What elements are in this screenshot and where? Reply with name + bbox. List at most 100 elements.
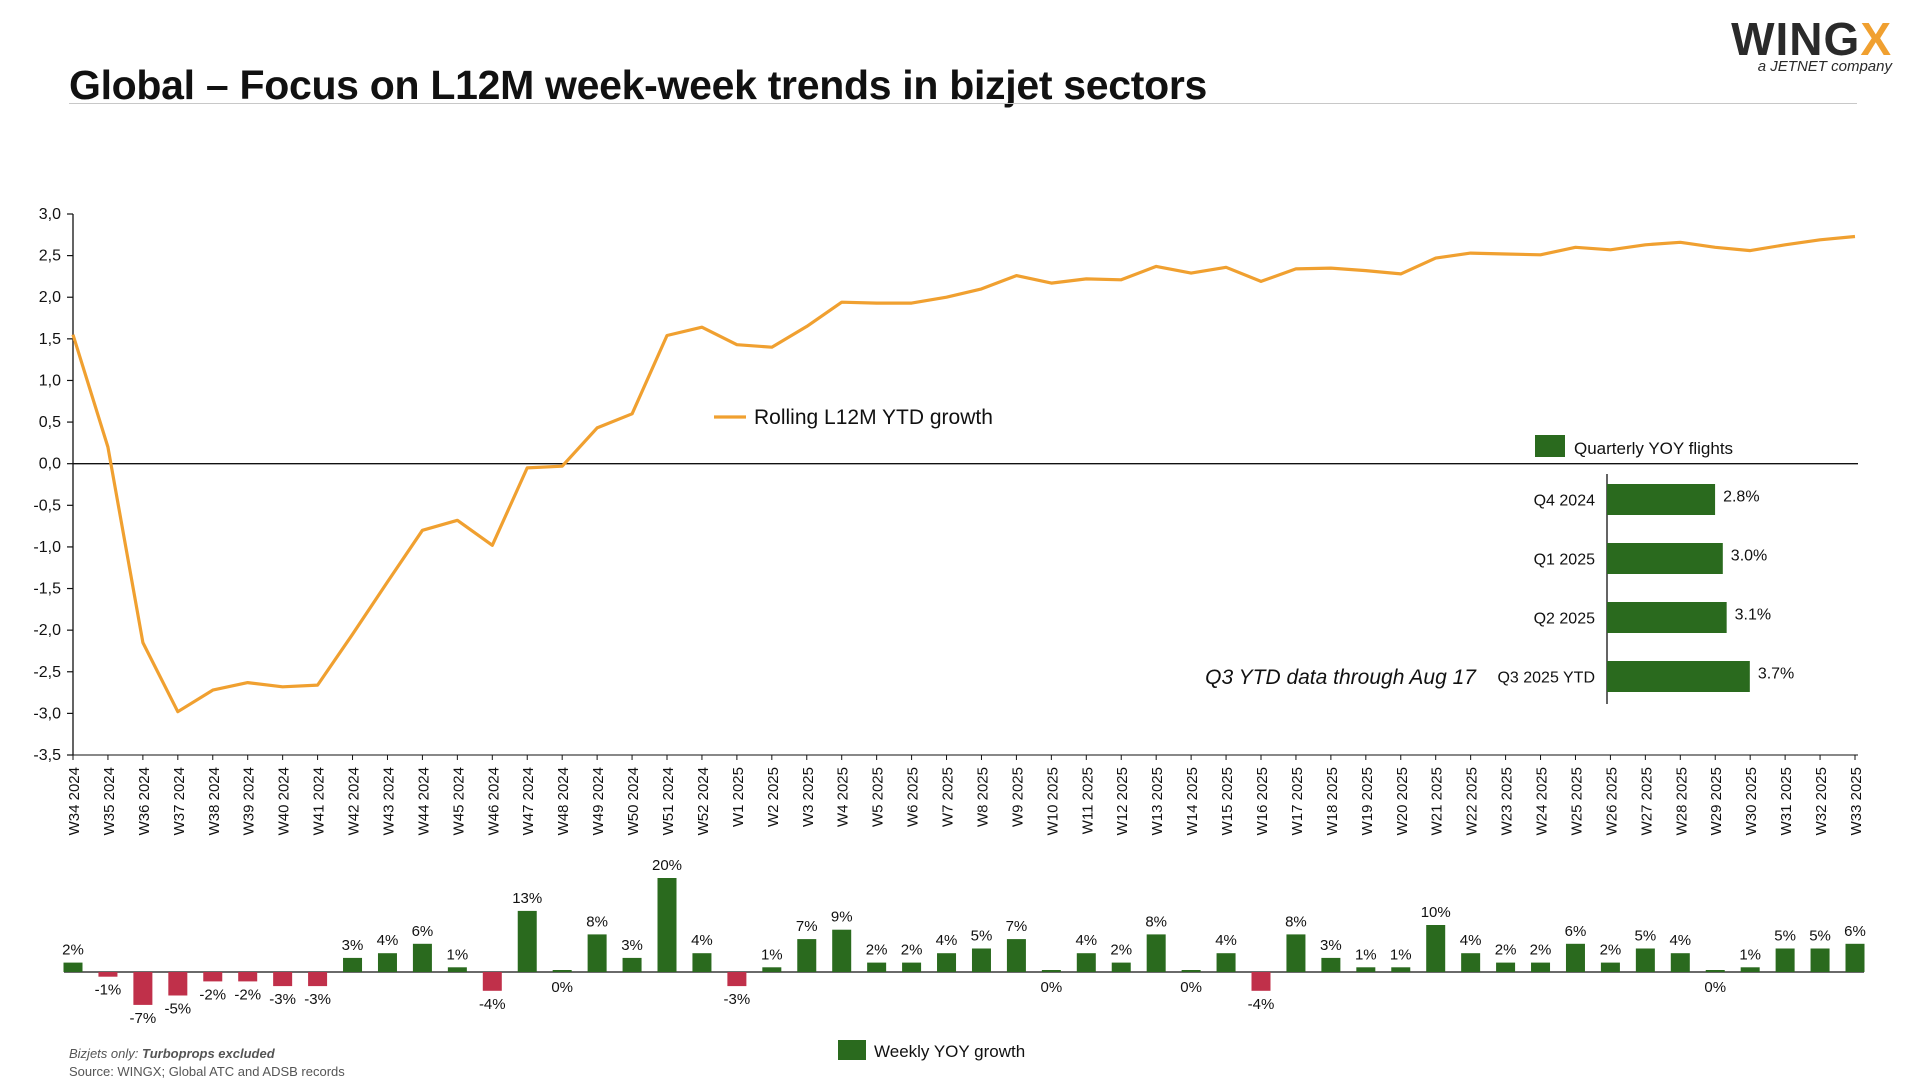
weekly-bar [1670, 953, 1690, 972]
x-tick-label: W9 2025 [1009, 767, 1026, 827]
x-tick-label: W50 2024 [625, 767, 642, 835]
legend-label-weekly: Weekly YOY growth [874, 1042, 1025, 1061]
quarterly-bar-label: 3.0% [1731, 548, 1767, 565]
legend-label-line: Rolling L12M YTD growth [754, 406, 993, 429]
weekly-bar-label: -2% [199, 986, 226, 1003]
y-tick-label: -1,0 [33, 539, 61, 556]
page-title: Global – Focus on L12M week-week trends … [69, 62, 1208, 108]
weekly-bar [622, 957, 642, 972]
quarterly-category-label: Q2 2025 [1534, 611, 1595, 628]
weekly-bar [1775, 948, 1795, 972]
x-tick-label: W7 2025 [940, 767, 957, 827]
weekly-bar-label: 8% [1145, 913, 1167, 930]
weekly-bar [133, 972, 153, 1005]
y-tick-label: 2,0 [39, 289, 61, 306]
weekly-bar [1705, 970, 1725, 972]
weekly-bar [1216, 953, 1236, 972]
weekly-bar-label: 6% [1844, 923, 1866, 940]
weekly-bar-label: 4% [1215, 932, 1237, 949]
weekly-bar [273, 972, 293, 987]
weekly-bar [168, 972, 188, 996]
x-tick-label: W12 2025 [1114, 767, 1131, 835]
y-tick-label: -3,5 [33, 747, 61, 764]
series-line-rolling-l12m [71, 234, 1856, 714]
weekly-bar [552, 970, 572, 972]
weekly-bar-label: 3% [1320, 937, 1342, 954]
weekly-bar-label: -5% [164, 1001, 191, 1018]
x-tick-label: W18 2025 [1324, 767, 1341, 835]
x-tick-label: W51 2024 [660, 767, 677, 835]
x-tick-label: W33 2025 [1848, 767, 1865, 835]
footnote-source: Source: WINGX; Global ATC and ADSB recor… [69, 1064, 345, 1079]
weekly-bar [762, 967, 782, 972]
x-tick-label: W8 2025 [974, 767, 991, 827]
x-tick-label: W28 2025 [1673, 767, 1690, 835]
weekly-bar-label: -1% [95, 982, 122, 999]
x-tick-label: W25 2025 [1568, 767, 1585, 835]
weekly-bar [343, 957, 363, 972]
weekly-bar-label: 13% [512, 890, 542, 907]
x-tick-label: W48 2024 [555, 767, 572, 835]
x-tick-label: W10 2025 [1044, 767, 1061, 835]
weekly-bar-label: 10% [1421, 904, 1451, 921]
x-tick-label: W42 2024 [346, 767, 363, 835]
weekly-bar-label: -7% [130, 1010, 157, 1027]
weekly-bar [1146, 934, 1166, 972]
quarterly-bar [1607, 543, 1723, 574]
x-tick-label: W15 2025 [1219, 767, 1236, 835]
weekly-bar-label: 9% [831, 909, 853, 926]
weekly-bar-label: 2% [62, 942, 84, 959]
quarterly-bar-label: 2.8% [1723, 489, 1759, 506]
weekly-bar [63, 962, 83, 972]
weekly-bar-label: 1% [1739, 946, 1761, 963]
footnote-scope: Bizjets only: Turboprops excluded [69, 1046, 275, 1061]
weekly-bar [482, 972, 502, 991]
weekly-bar [971, 948, 991, 972]
weekly-bar-label: 4% [936, 932, 958, 949]
quarterly-bar-label: 3.1% [1735, 607, 1771, 624]
x-tick-label: W45 2024 [450, 767, 467, 835]
weekly-bar-label: 7% [796, 918, 818, 935]
weekly-bar-label: -3% [304, 991, 331, 1008]
x-tick-label: W6 2025 [905, 767, 922, 827]
y-tick-label: -2,5 [33, 664, 61, 681]
x-tick-label: W14 2025 [1184, 767, 1201, 835]
weekly-bar-label: 4% [1460, 932, 1482, 949]
weekly-bar-label: 8% [586, 913, 608, 930]
x-tick-label: W2 2025 [765, 767, 782, 827]
weekly-bar-label: 4% [691, 932, 713, 949]
legend-swatch-quarterly [1535, 435, 1565, 457]
quarterly-bar-label: 3.7% [1758, 666, 1794, 683]
weekly-bar [902, 962, 922, 972]
weekly-bar-label: 1% [761, 946, 783, 963]
weekly-bar [308, 972, 328, 987]
weekly-bar [832, 929, 852, 972]
x-tick-label: W16 2025 [1254, 767, 1271, 835]
y-tick-label: 0,5 [39, 414, 61, 431]
x-tick-label: W4 2025 [835, 767, 852, 827]
x-tick-label: W38 2024 [206, 767, 223, 835]
weekly-bar-label: -3% [269, 991, 296, 1008]
weekly-bar [1845, 943, 1865, 972]
x-tick-label: W37 2024 [171, 767, 188, 835]
x-tick-label: W22 2025 [1464, 767, 1481, 835]
weekly-bar-label: 0% [1704, 979, 1726, 996]
weekly-bar-label: 1% [447, 946, 469, 963]
weekly-bar [1565, 943, 1585, 972]
x-tick-label: W31 2025 [1778, 767, 1795, 835]
x-tick-label: W5 2025 [870, 767, 887, 827]
x-tick-label: W49 2024 [590, 767, 607, 835]
x-tick-label: W21 2025 [1429, 767, 1446, 835]
weekly-bar [1391, 967, 1411, 972]
quarterly-category-label: Q1 2025 [1534, 552, 1595, 569]
weekly-bar-label: 5% [1774, 928, 1796, 945]
logo-tagline: a JETNET company [1757, 58, 1892, 75]
weekly-bar [447, 967, 467, 972]
weekly-bar [1041, 970, 1061, 972]
weekly-bar [1356, 967, 1376, 972]
weekly-bar [1531, 962, 1551, 972]
quarterly-bar [1607, 661, 1750, 692]
weekly-bar [867, 962, 887, 972]
y-tick-label: -3,0 [33, 705, 61, 722]
quarterly-bar [1607, 602, 1727, 633]
